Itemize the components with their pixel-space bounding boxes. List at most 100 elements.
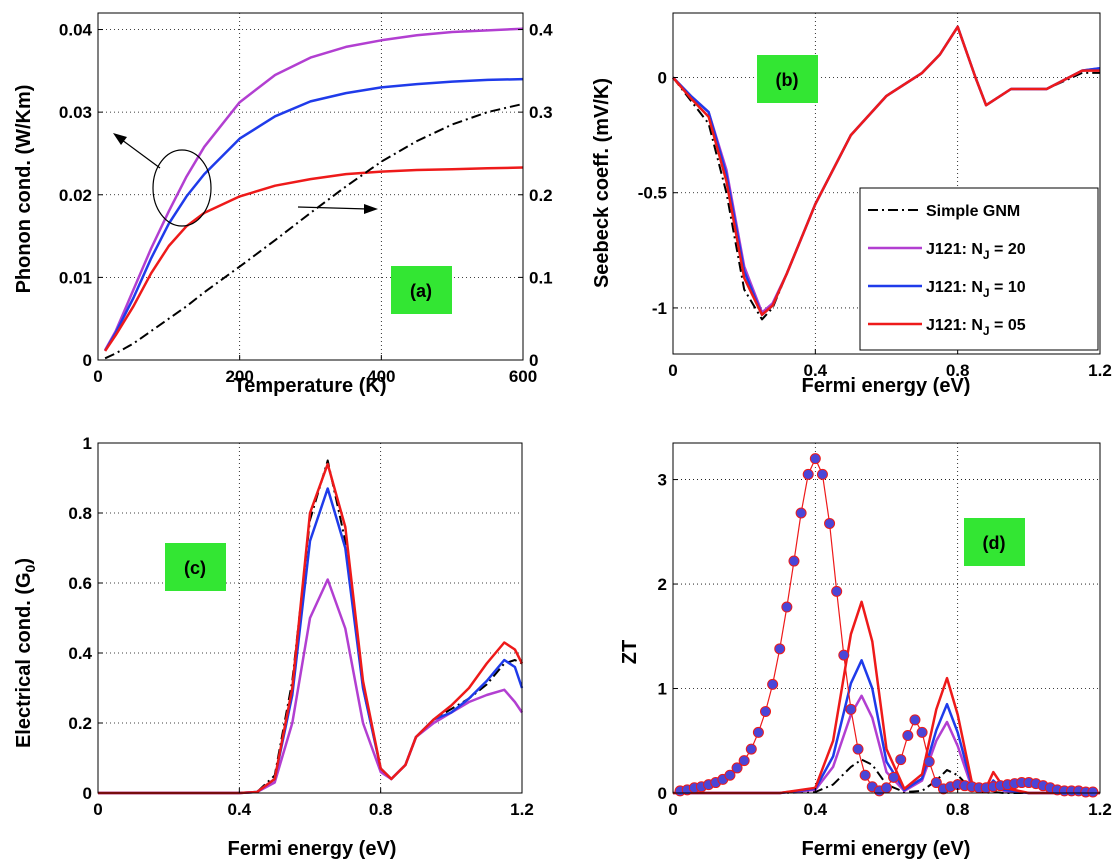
data-point bbox=[774, 643, 786, 655]
data-point bbox=[767, 678, 779, 690]
data-point bbox=[802, 468, 814, 480]
series-c bbox=[98, 459, 524, 795]
y-tick-label: 0 bbox=[83, 784, 92, 803]
y-axis-label-b: Seebeck coeff. (mV/K) bbox=[591, 78, 613, 288]
series-line-nj20 bbox=[98, 578, 524, 795]
legend-label-nj20: J121: NJ = 20 bbox=[926, 241, 1026, 262]
x-tick-label: 0.8 bbox=[946, 800, 970, 819]
x-tick-label: 1.2 bbox=[510, 800, 534, 819]
series-line-nj05 bbox=[98, 462, 524, 795]
data-point bbox=[930, 777, 942, 789]
panel-label-bg-d bbox=[964, 518, 1025, 566]
y-tick-label: 2 bbox=[658, 575, 667, 594]
panel-d: 0 0.4 0.8 1.2 0 1 2 3 (d) Fermi energy (eV) ZT bbox=[619, 442, 1112, 860]
x-tick-label: 0.4 bbox=[804, 361, 828, 380]
series-d bbox=[673, 453, 1100, 798]
axes-frame-d bbox=[672, 442, 1101, 794]
data-point bbox=[859, 769, 871, 781]
y2-tick-label: 0 bbox=[529, 351, 538, 370]
x-tick-label: 0 bbox=[668, 800, 677, 819]
x-tick-label: 1.2 bbox=[1088, 800, 1112, 819]
y2-tick-label: 0.4 bbox=[529, 21, 553, 40]
y-tick-label: 0 bbox=[658, 784, 667, 803]
data-point bbox=[781, 601, 793, 613]
series-line-nj20 bbox=[104, 27, 524, 351]
y-axis-label-d: ZT bbox=[619, 640, 641, 664]
y-tick-label: 0.4 bbox=[68, 644, 92, 663]
x-tick-label: 1.2 bbox=[1088, 361, 1112, 380]
series-line-nj10 bbox=[673, 659, 1100, 795]
panel-label-bg-c bbox=[165, 543, 226, 591]
data-point bbox=[895, 754, 907, 766]
panel-a: 0 200 400 60000.010.020.030.0400.10.20.30.4… bbox=[13, 12, 553, 397]
ticks-b: 0 0.4 0.8 1.2 -1 -0.5 0 bbox=[638, 69, 1112, 380]
data-point bbox=[902, 730, 914, 742]
data-point bbox=[738, 755, 750, 767]
annotation-circle bbox=[152, 149, 212, 227]
y2-tick-label: 0.1 bbox=[529, 268, 553, 287]
y-tick-label: 0.01 bbox=[59, 268, 92, 287]
axes-frame-b bbox=[672, 12, 1101, 355]
y-tick-label: 1 bbox=[658, 680, 667, 699]
panel-b: 0 0.4 0.8 1.2-1-0.50 (b) Fermi energy (eV) … bbox=[591, 12, 1112, 397]
panel-label-b: (b) bbox=[776, 70, 799, 90]
y-tick-label: 0.2 bbox=[68, 714, 92, 733]
x-tick-label: 0.8 bbox=[946, 361, 970, 380]
annotation-arrowhead-right-icon bbox=[364, 204, 378, 214]
y-tick-label: 1 bbox=[83, 434, 92, 453]
annotations-a bbox=[113, 133, 378, 227]
panel-c: 0 0.4 0.8 1.2 0 0.2 0.4 0.6 0.8 1 (c) Fermi energ… bbox=[13, 434, 534, 860]
data-point bbox=[845, 703, 857, 715]
data-point bbox=[745, 743, 757, 755]
series-line-gnm bbox=[673, 758, 1100, 794]
ticks-c: 0 0.4 0.8 1.2 0 0.2 0.4 0.6 0.8 1 bbox=[68, 434, 533, 819]
annotation-arrow-left bbox=[117, 136, 161, 169]
data-point bbox=[831, 585, 843, 597]
y-tick-label: 0 bbox=[658, 69, 667, 88]
panel-label-bg-a bbox=[391, 266, 452, 314]
axes-frame-a bbox=[97, 12, 524, 361]
panel-label-a: (a) bbox=[410, 281, 432, 301]
data-point bbox=[923, 756, 935, 768]
data-point bbox=[795, 507, 807, 519]
x-tick-label: 0 bbox=[668, 361, 677, 380]
y-tick-label: 0.03 bbox=[59, 103, 92, 122]
x-tick-label: 200 bbox=[225, 367, 253, 386]
data-point bbox=[881, 782, 892, 794]
data-point bbox=[788, 555, 800, 567]
data-point bbox=[909, 714, 921, 726]
y-tick-label: 0.6 bbox=[68, 574, 92, 593]
data-point bbox=[809, 453, 821, 465]
series-line-nj05 bbox=[672, 25, 1100, 317]
x-tick-label: 0 bbox=[93, 367, 102, 386]
x-tick-label: 600 bbox=[509, 367, 537, 386]
y-tick-label: -0.5 bbox=[638, 184, 667, 203]
data-point bbox=[724, 769, 736, 781]
legend-label-nj05: J121: NJ = 05 bbox=[926, 317, 1026, 338]
axes-frame-c bbox=[97, 442, 523, 794]
y-tick-label: 3 bbox=[658, 471, 667, 490]
x-axis-label-d: Fermi energy (eV) bbox=[802, 838, 971, 860]
x-axis-label-a: Temperature (K) bbox=[234, 375, 387, 397]
y-tick-label: 0.02 bbox=[59, 186, 92, 205]
y-tick-label: 0.04 bbox=[59, 21, 93, 40]
x-tick-label: 0.4 bbox=[228, 800, 252, 819]
y-axis-label-c: Electrical cond. (G0) bbox=[13, 558, 38, 748]
data-point bbox=[731, 762, 743, 774]
series-line-gnm bbox=[104, 102, 524, 360]
y-tick-label: -1 bbox=[652, 299, 667, 318]
x-axis-label-b: Fermi energy (eV) bbox=[802, 375, 971, 397]
y-tick-label: 0 bbox=[83, 351, 92, 370]
legend-label-gnm: Simple GNM bbox=[926, 203, 1020, 220]
panel-label-d: (d) bbox=[983, 533, 1006, 553]
annotation-arrowhead-left-icon bbox=[113, 133, 127, 145]
ticks-d: 0 0.4 0.8 1.2 0 1 2 3 bbox=[658, 471, 1112, 819]
y2-tick-label: 0.3 bbox=[529, 103, 553, 122]
legend-b: Simple GNM J121: NJ = 20 J121: NJ = 10 J121… bbox=[859, 187, 1099, 351]
data-point bbox=[824, 517, 836, 529]
series-line-nj05 bbox=[104, 166, 524, 352]
annotation-arrow-right bbox=[297, 206, 369, 210]
data-point bbox=[760, 706, 772, 718]
panel-label-bg-b bbox=[757, 55, 818, 103]
